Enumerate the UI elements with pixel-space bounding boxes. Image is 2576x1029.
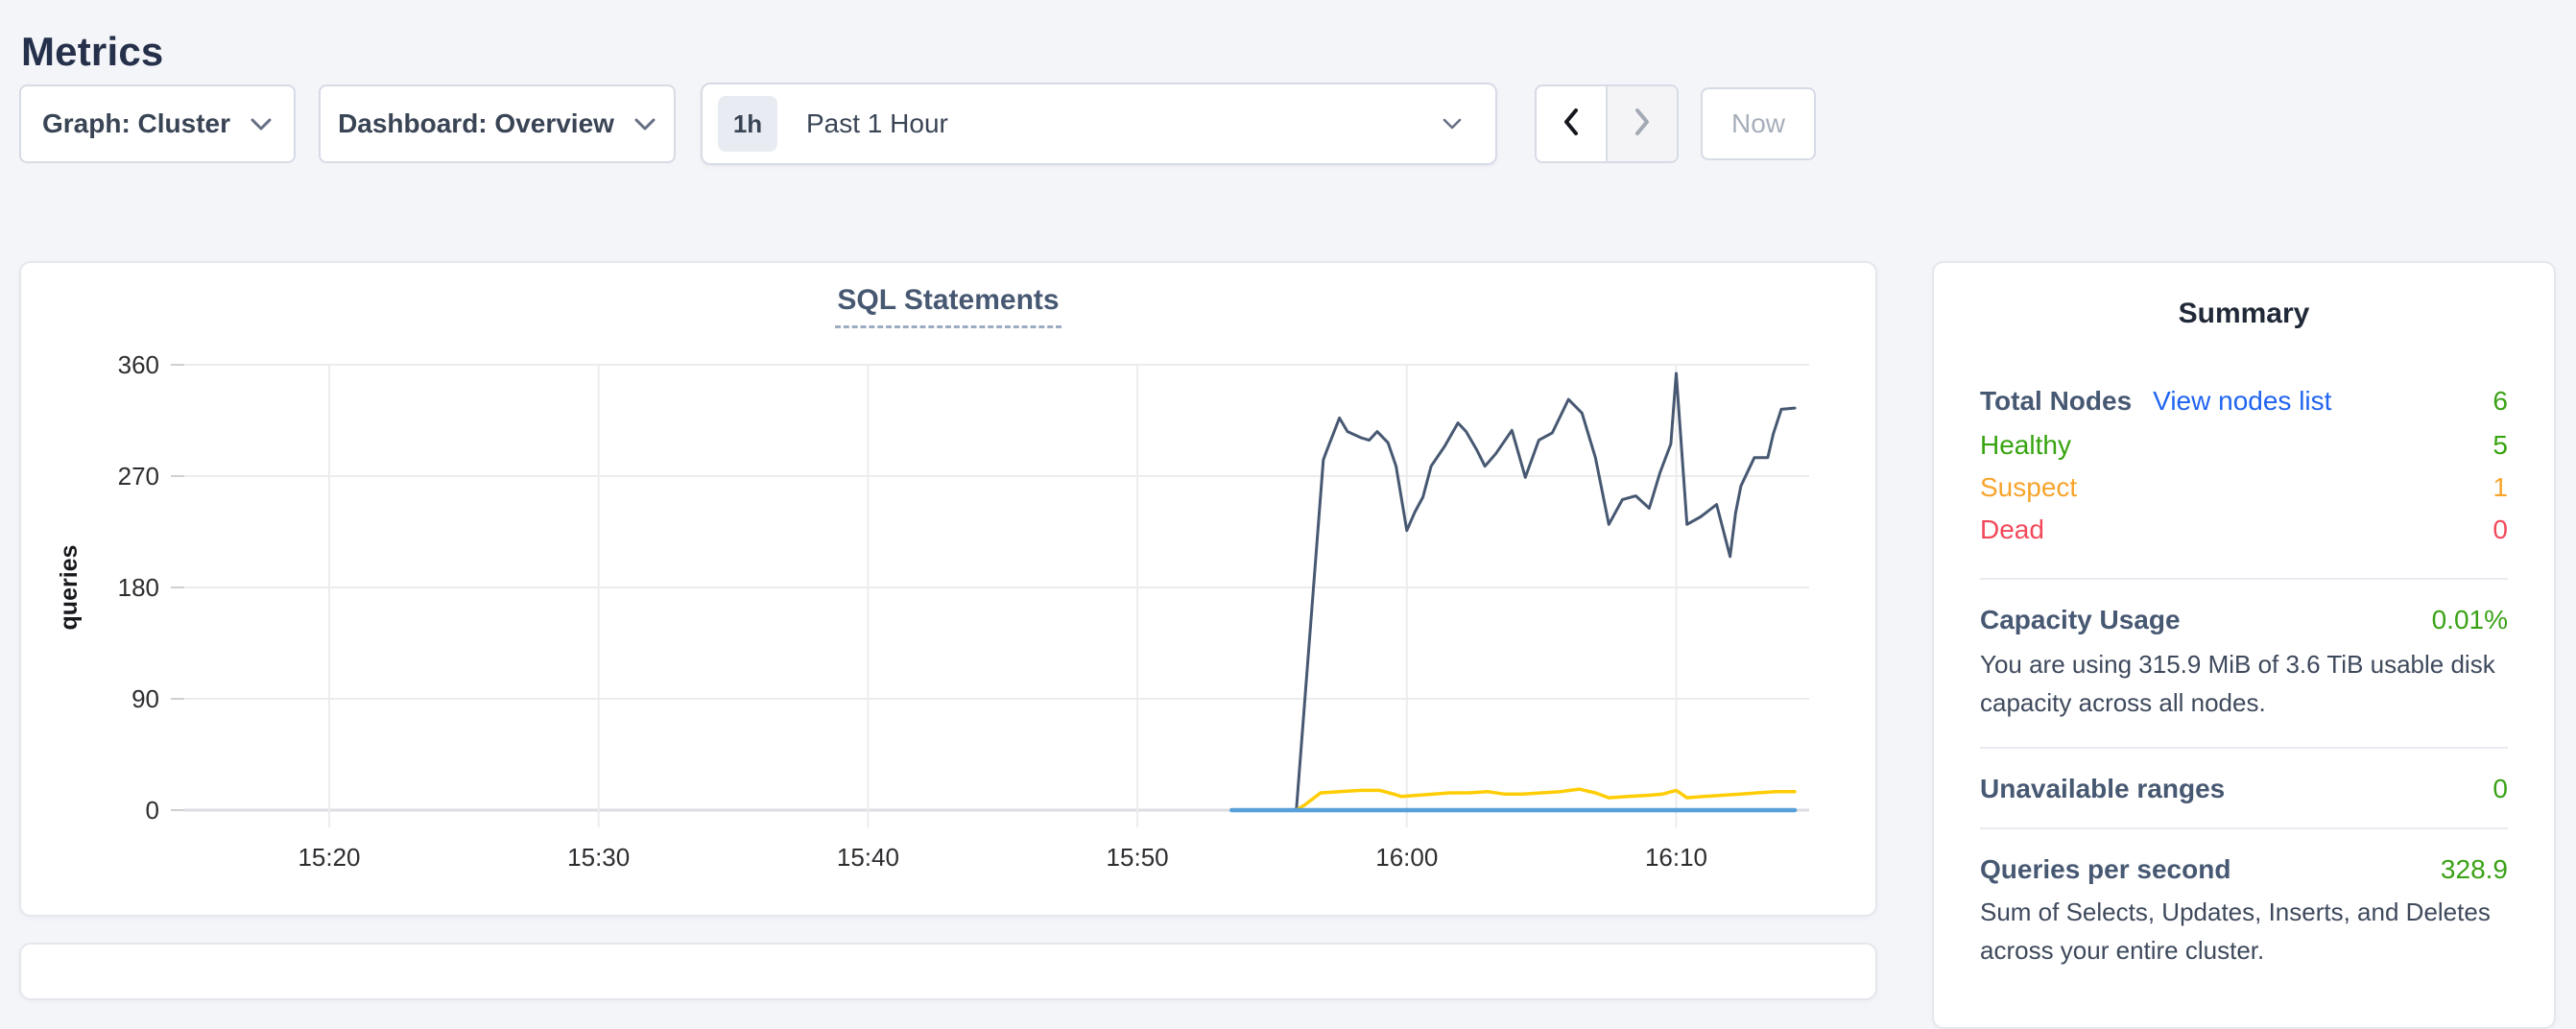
- dead-value: 0: [2493, 514, 2508, 544]
- summary-title: Summary: [2178, 298, 2310, 329]
- svg-text:90: 90: [131, 684, 159, 713]
- queries-per-second-row: Queries per second 328.9: [1980, 854, 2508, 885]
- time-range-picker[interactable]: 1h Past 1 Hour: [701, 83, 1497, 165]
- next-time-button[interactable]: [1606, 86, 1677, 161]
- total-nodes-value: 6: [2493, 386, 2508, 416]
- time-range-badge: 1h: [718, 96, 777, 152]
- suspect-nodes-row: Suspect 1: [1980, 472, 2508, 514]
- svg-text:16:10: 16:10: [1645, 843, 1707, 872]
- total-nodes-row: Total Nodes View nodes list 6: [1980, 386, 2508, 430]
- svg-text:270: 270: [118, 462, 159, 491]
- chevron-right-icon: [1632, 107, 1653, 142]
- svg-text:15:40: 15:40: [837, 843, 899, 872]
- queries-per-second-value: 328.9: [2440, 854, 2508, 884]
- summary-panel: Summary Total Nodes View nodes list 6 He…: [1932, 261, 2556, 1029]
- capacity-usage-description: You are using 315.9 MiB of 3.6 TiB usabl…: [1980, 650, 2495, 717]
- unavailable-ranges-value: 0: [2493, 774, 2508, 803]
- svg-text:15:50: 15:50: [1107, 843, 1169, 872]
- svg-text:15:30: 15:30: [567, 843, 630, 872]
- previous-time-button[interactable]: [1537, 86, 1606, 161]
- time-range-label: Past 1 Hour: [806, 108, 948, 138]
- next-chart-card-partial: [19, 943, 1877, 1000]
- sql-statements-card: 0 90 180 270 360 15:20 15:30 15:40 15:50 16:00 16:…: [19, 261, 1877, 917]
- sql-statements-chart: 0 90 180 270 360 15:20 15:30 15:40 15:50 16:00 16:…: [56, 350, 1809, 872]
- now-button[interactable]: Now: [1701, 87, 1816, 160]
- svg-text:15:20: 15:20: [298, 843, 360, 872]
- time-step-buttons: [1535, 84, 1679, 163]
- queries-per-second-description: Sum of Selects, Updates, Inserts, and De…: [1980, 897, 2491, 965]
- dashboard-dropdown[interactable]: Dashboard: Overview: [319, 84, 676, 163]
- unavailable-ranges-label: Unavailable ranges: [1980, 774, 2226, 803]
- chevron-down-icon: [250, 108, 273, 139]
- chevron-left-icon: [1561, 107, 1582, 142]
- page-title: Metrics: [21, 29, 164, 75]
- svg-text:0: 0: [146, 796, 159, 825]
- capacity-usage-value: 0.01%: [2431, 605, 2508, 634]
- suspect-label: Suspect: [1980, 472, 2078, 502]
- divider: [1980, 827, 2508, 829]
- total-nodes-label: Total Nodes: [1980, 386, 2133, 416]
- divider: [1980, 747, 2508, 749]
- chevron-down-icon: [1442, 117, 1463, 136]
- view-nodes-list-link[interactable]: View nodes list: [2153, 386, 2332, 416]
- dead-label: Dead: [1980, 514, 2044, 544]
- queries-per-second-label: Queries per second: [1980, 854, 2231, 884]
- sql-statements-chart-area[interactable]: 0 90 180 270 360 15:20 15:30 15:40 15:50 16:00 16:…: [21, 263, 1879, 919]
- dead-nodes-row: Dead 0: [1980, 514, 2508, 557]
- dashboard-dropdown-label: Dashboard: Overview: [338, 108, 614, 138]
- healthy-nodes-row: Healthy 5: [1980, 430, 2508, 472]
- svg-text:16:00: 16:00: [1375, 843, 1438, 872]
- healthy-label: Healthy: [1980, 430, 2071, 460]
- capacity-usage-label: Capacity Usage: [1980, 605, 2181, 634]
- unavailable-ranges-row: Unavailable ranges 0: [1980, 774, 2508, 804]
- chevron-down-icon: [633, 108, 656, 139]
- svg-text:360: 360: [118, 350, 159, 379]
- graph-dropdown-label: Graph: Cluster: [41, 108, 231, 138]
- healthy-value: 5: [2493, 430, 2508, 460]
- svg-text:queries: queries: [56, 545, 83, 631]
- chart-title[interactable]: SQL Statements: [835, 284, 1061, 328]
- divider: [1980, 578, 2508, 580]
- graph-dropdown[interactable]: Graph: Cluster: [19, 84, 296, 163]
- svg-text:180: 180: [118, 573, 159, 602]
- suspect-value: 1: [2493, 472, 2508, 502]
- capacity-usage-row: Capacity Usage 0.01%: [1980, 605, 2508, 635]
